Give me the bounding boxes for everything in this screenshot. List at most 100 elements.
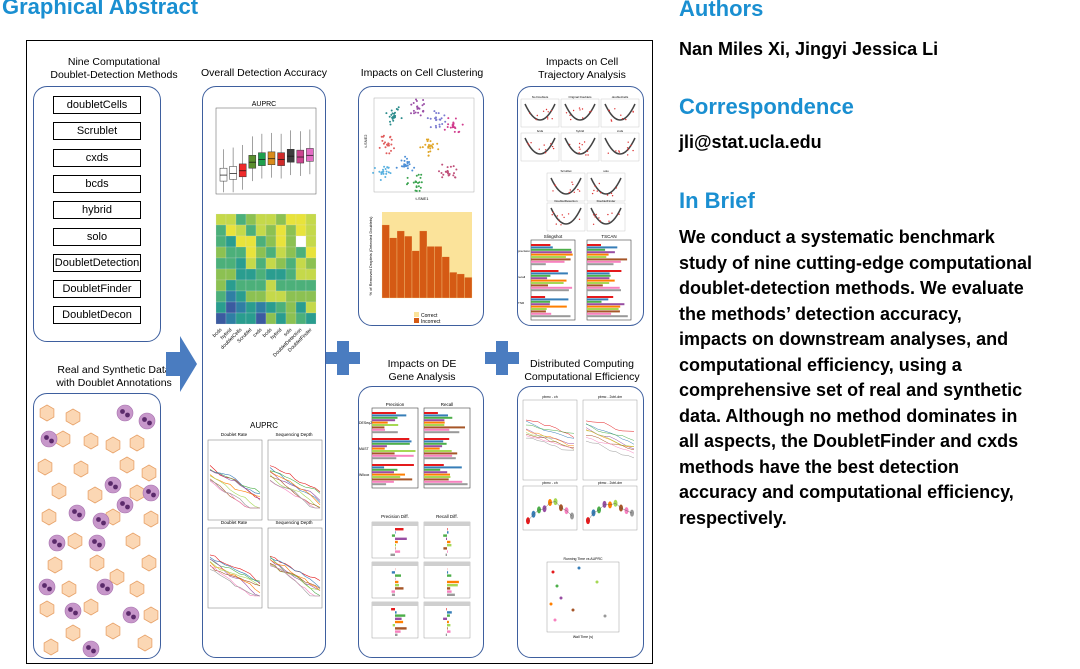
tsne-point [419,114,422,117]
heatmap-cell [285,257,297,270]
trajectory-point [572,183,574,186]
heatmap-cell [275,312,287,325]
heatmap-cell [215,213,227,226]
de-diff-bar [447,580,459,584]
runtime-point [559,596,563,600]
boxplot-box [286,149,295,163]
heatmap-cell [305,279,317,292]
heatmap-cell [265,213,277,226]
trajectory-panel-label: DoubletFinder [597,199,616,203]
runtime-frame [546,561,620,633]
clustering-title: Impacts on Cell Clustering [360,67,484,79]
tsne-point [384,141,386,144]
trajectory-bar [531,296,546,298]
singlet-cell [39,404,55,422]
de-diff-bar [395,540,398,544]
stacked-bar [396,230,405,299]
dist-series [525,432,575,450]
tsne-point [387,142,390,145]
heatmap-cell [275,235,287,248]
de-bar [424,445,443,448]
trajectory-point [535,118,537,121]
trajectory-point [581,144,583,146]
trajectory-panel-label: DoubletDetection [554,199,577,203]
tsne-point [406,167,409,170]
line-series [269,563,321,591]
singlet-cell [73,460,89,478]
tsne-point [454,176,457,179]
trajectory-point [585,154,587,156]
tsne-point [421,104,424,107]
trajectory-panel-label: No Doublets [532,95,549,99]
trajectory-plot-frame [600,132,640,162]
line-series [209,469,261,493]
cells-illustration [37,404,160,658]
de-diff-bar [395,580,399,584]
nucleus [126,611,131,616]
doublet-cell [116,496,134,514]
tsne-point [382,170,384,173]
tsne-point [389,120,391,123]
trajectory-bar [531,246,553,249]
tsne-point [381,139,384,142]
heatmap-cell [265,235,277,248]
doublet-cell [92,512,110,530]
line-series [209,557,261,583]
trajectory-point [573,191,575,193]
de-bar [424,478,449,481]
de-bar [424,419,445,422]
de-bar-ylabel: MAST [359,447,370,451]
tsne-point [384,146,387,149]
heatmap-cell [295,279,307,292]
nucleus [108,481,113,486]
tsne-point [419,146,422,149]
graphical-abstract-heading: Graphical Abstract [2,0,199,19]
tsne-point [402,165,405,168]
de-diff-bar [395,544,396,547]
dist-series [525,420,575,439]
trajectory-point [578,190,581,192]
stacked-bar [434,246,443,299]
de-diff-bar [447,630,451,633]
trajectory-curve [590,177,622,195]
heatmap-cell [305,224,317,237]
trajectory-bar [531,274,551,277]
heatmap-cell [275,268,287,281]
tsne-point [389,136,391,139]
trajectory-point [591,192,594,195]
tsne-point [388,152,391,155]
trajectory-bar [587,296,614,298]
line-series [269,465,321,493]
trajectory-point [618,213,620,215]
de-diff-bar [447,584,458,587]
nucleus [142,417,147,422]
heatmap-cell [265,268,277,281]
heatmap-cell [225,246,237,259]
de-bar [424,421,445,424]
tsne-point [412,102,415,104]
stacked-bar [404,235,413,299]
heatmap-cell [275,301,287,314]
de-diff-bar [395,620,404,624]
authors-text: Nan Miles Xi, Jingyi Jessica Li [679,39,939,59]
de-bar [424,473,450,476]
tsne-x-label: t-SNE1 [416,196,430,201]
tsne-point [441,123,444,125]
trajectory-bar [587,300,602,303]
tsne-point [406,161,409,164]
heatmap-cell [255,213,267,226]
tsne-point [390,113,393,116]
tsne-point [393,112,396,115]
singlet-cell [143,606,159,624]
tsne-point [461,123,464,126]
trajectory-point [588,111,591,113]
line-series [269,563,321,589]
tsne-point [390,143,393,146]
de-bar [372,438,410,440]
trajectory-point [610,119,612,121]
correspondence-email[interactable]: jli@stat.ucla.edu [679,132,822,152]
heatmap-cell [245,279,257,292]
singlet-cell [109,568,125,586]
heatmap-cell [295,235,307,248]
trajectory-plot-frame [520,132,560,162]
